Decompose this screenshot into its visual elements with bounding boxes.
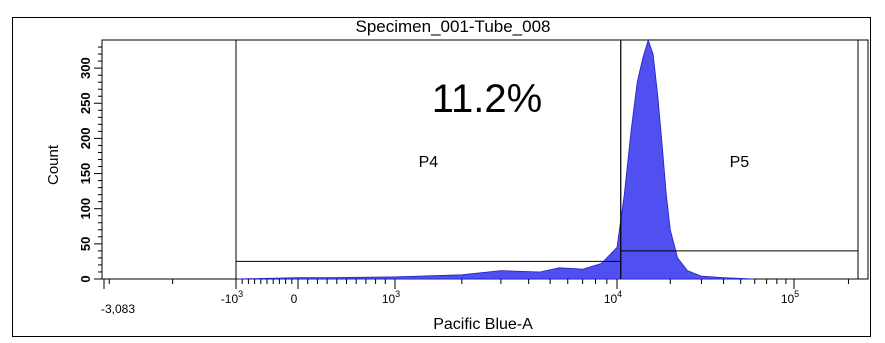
y-axis-label: Count [45,144,62,185]
x-axis-label: Pacific Blue-A [433,316,533,333]
y-tick-label: 300 [78,57,93,79]
x-tick-label: 104 [604,289,622,306]
gate-label-p5: P5 [730,154,750,171]
y-tick-label: 200 [78,128,93,150]
x-tick-label: -3,083 [101,302,135,316]
y-tick-label: 50 [78,237,93,251]
percent-annotation: 11.2% [432,77,542,121]
y-tick-label: 100 [78,198,93,220]
x-tick-label: 0 [291,292,298,306]
x-tick-label: -103 [221,289,243,306]
gate-label-p4: P4 [419,154,439,171]
outer-border [12,17,871,337]
histogram-area [235,38,755,280]
y-tick-label: 250 [78,92,93,114]
y-tick-label: 0 [78,275,93,282]
chart-title: Specimen_001-Tube_008 [355,17,550,36]
plot-frame [101,39,869,280]
x-tick-label: 103 [382,289,400,306]
x-tick-label: 105 [781,289,799,306]
y-tick-label: 150 [78,163,93,185]
